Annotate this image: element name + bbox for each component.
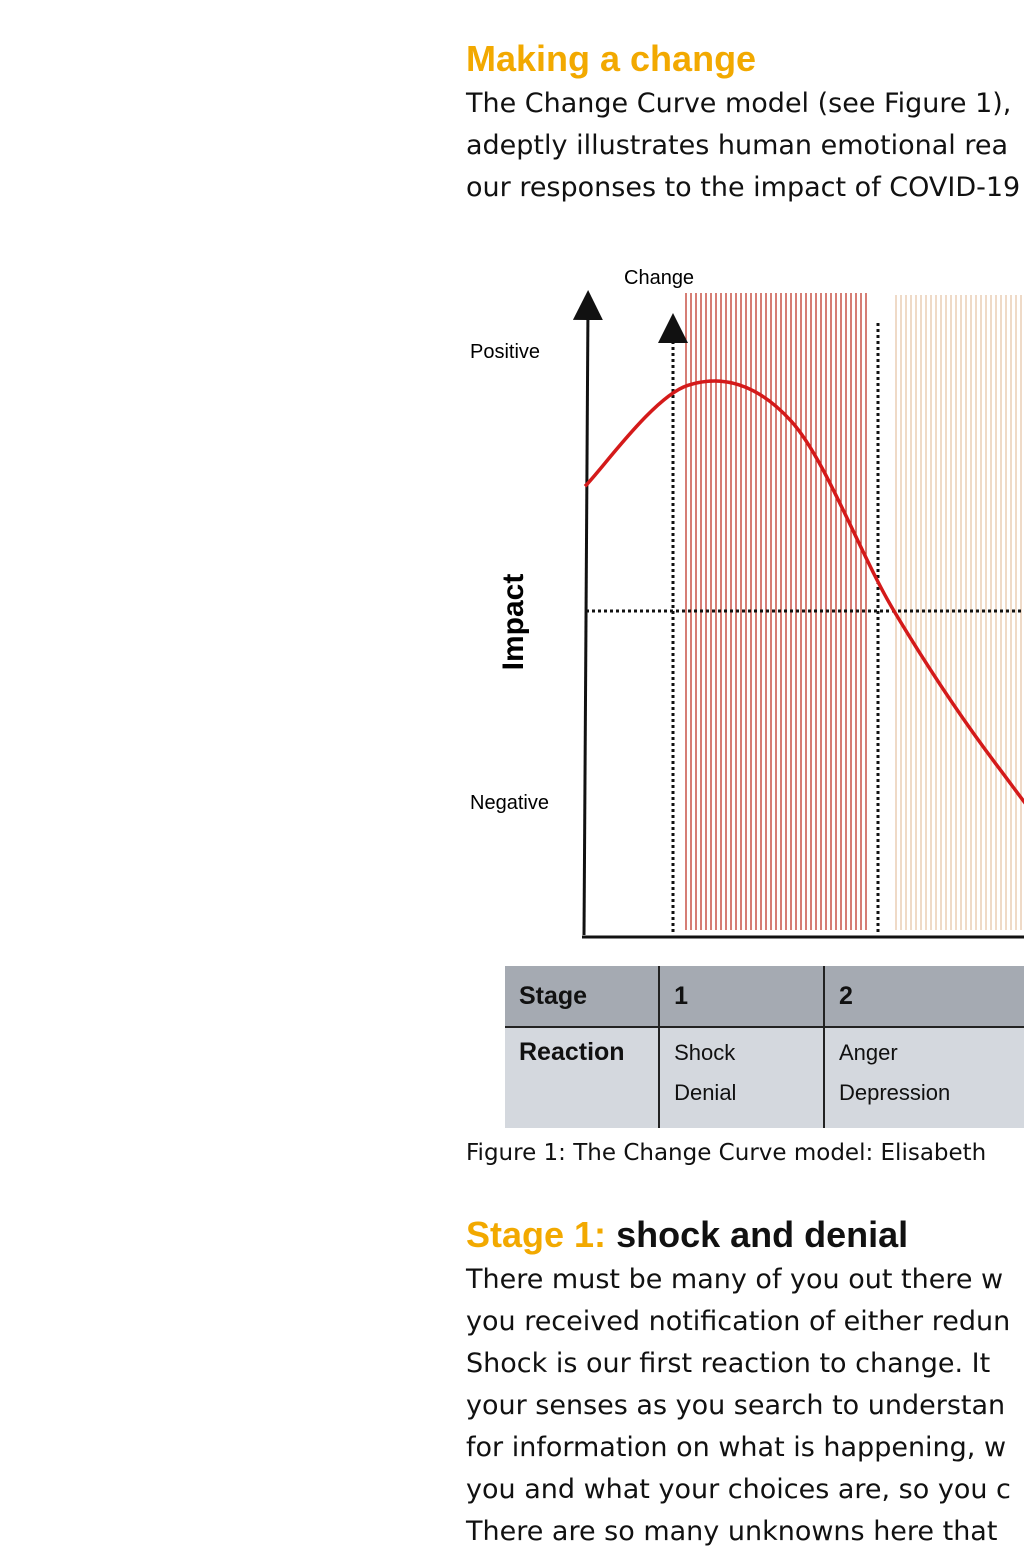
- impact-axis-label: Impact: [497, 574, 530, 671]
- stage1-heading-title: shock and denial: [616, 1214, 909, 1255]
- stage2-reactions: Anger Depression: [822, 1026, 1024, 1128]
- reaction-item: Depression: [838, 1080, 951, 1105]
- reaction-item: Anger: [838, 1040, 898, 1065]
- reaction-item: Shock: [674, 1040, 736, 1065]
- body-line: Shock is our first reaction to change. I…: [466, 1348, 991, 1379]
- stage-reaction-table: Stage 1 2 Reaction Shock Denial Anger De…: [505, 966, 1024, 1128]
- body-line: for information on what is happening, w: [466, 1432, 1007, 1463]
- reaction-header: Reaction: [505, 1026, 660, 1128]
- intro-paragraph: The Change Curve model (see Figure 1), a…: [466, 83, 1024, 209]
- table-row: Stage 1 2: [505, 966, 1024, 1027]
- body-line: you received notification of either redu…: [466, 1306, 1011, 1337]
- body-line: your senses as you search to understan: [466, 1390, 1006, 1421]
- stage1-paragraph: There must be many of you out there w yo…: [466, 1259, 1024, 1553]
- negative-label: Negative: [470, 792, 549, 814]
- reaction-item: Denial: [674, 1080, 737, 1105]
- section-heading: Making a change: [466, 38, 757, 79]
- intro-line: our responses to the impact of COVID-19: [466, 172, 1021, 203]
- stage-number-1: 1: [658, 966, 824, 1027]
- change-curve-line: [583, 379, 1024, 805]
- body-line: There must be many of you out there w: [466, 1264, 1004, 1295]
- intro-line: adeptly illustrates human emotional rea: [466, 130, 1009, 161]
- stage1-reactions: Shock Denial: [658, 1026, 824, 1128]
- stage-number-2: 2: [822, 966, 1024, 1027]
- y-axis: [572, 290, 603, 936]
- positive-label: Positive: [470, 341, 540, 363]
- stage1-heading: Stage 1: shock and denial: [466, 1214, 908, 1256]
- change-curve-chart: Change Positive Negative Impact: [470, 267, 1024, 939]
- change-label: Change: [624, 267, 694, 289]
- figure-caption: Figure 1: The Change Curve model: Elisab…: [466, 1140, 987, 1166]
- body-line: There are so many unknowns here that: [466, 1516, 998, 1547]
- stage1-heading-prefix: Stage 1:: [466, 1214, 607, 1255]
- stage-header: Stage: [505, 966, 660, 1027]
- table-row: Reaction Shock Denial Anger Depression: [505, 1026, 1024, 1128]
- body-line: you and what your choices are, so you c: [466, 1474, 1011, 1505]
- intro-line: The Change Curve model (see Figure 1),: [466, 88, 1012, 119]
